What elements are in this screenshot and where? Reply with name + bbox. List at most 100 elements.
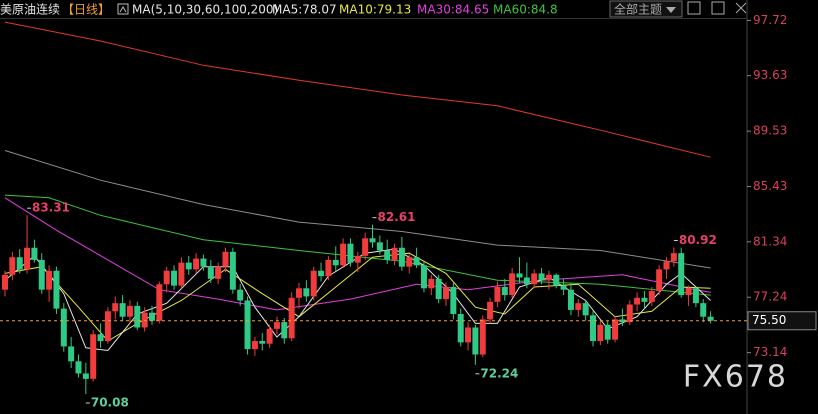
maximize-button[interactable] bbox=[711, 1, 725, 15]
annotation: 72.24 bbox=[480, 366, 518, 380]
y-tick-label: 73.14 bbox=[753, 345, 787, 359]
y-tick-label: 93.63 bbox=[753, 68, 787, 82]
candle-body bbox=[215, 266, 222, 279]
candle-body bbox=[149, 312, 155, 321]
candle-body bbox=[567, 289, 574, 310]
candle-body bbox=[296, 288, 302, 298]
candle-body bbox=[2, 274, 8, 290]
candle-body bbox=[134, 305, 141, 328]
ma-line bbox=[4, 21, 711, 158]
last-price-box bbox=[747, 311, 817, 331]
candle-body bbox=[384, 250, 391, 260]
candle-body bbox=[597, 324, 604, 342]
candle-body bbox=[237, 289, 244, 301]
candle-body bbox=[487, 301, 494, 320]
candle-body bbox=[369, 238, 376, 243]
candle-body bbox=[38, 259, 45, 290]
last-price-label: 75.50 bbox=[752, 313, 786, 327]
candle-body bbox=[244, 300, 251, 350]
annotation: 82.61 bbox=[378, 210, 416, 224]
annotation: 83.31 bbox=[32, 201, 70, 215]
candle-body bbox=[82, 373, 89, 379]
candle-body bbox=[428, 278, 435, 289]
candle-body bbox=[126, 305, 133, 317]
candle-body bbox=[200, 258, 207, 267]
candle-body bbox=[259, 341, 266, 344]
candle-body bbox=[310, 270, 317, 297]
y-tick-label: 89.53 bbox=[753, 124, 787, 138]
candle-body bbox=[494, 286, 501, 302]
indicator: MA(5,10,30,60,100,200) bbox=[132, 3, 278, 17]
legend-entry: MA60:84.8 bbox=[493, 3, 558, 17]
legend-entry: MA10:79.13 bbox=[339, 3, 411, 17]
candle-body bbox=[634, 297, 641, 305]
candle-body bbox=[398, 247, 405, 267]
candle-body bbox=[619, 319, 626, 323]
candle-body bbox=[178, 262, 185, 286]
candle-body bbox=[281, 322, 288, 339]
candle-body bbox=[163, 270, 170, 285]
candle-body bbox=[560, 285, 567, 290]
candle-body bbox=[582, 303, 589, 316]
candle-body bbox=[509, 273, 516, 296]
theme-dropdown[interactable] bbox=[609, 0, 683, 18]
candle-body bbox=[273, 322, 280, 329]
theme-dropdown-label: 全部主题 bbox=[614, 2, 662, 17]
candle-body bbox=[648, 291, 655, 302]
candle-body bbox=[656, 269, 663, 292]
candle-body bbox=[479, 319, 486, 355]
candle-body bbox=[413, 257, 420, 266]
candle-body bbox=[16, 257, 23, 270]
candle-body bbox=[193, 258, 200, 270]
y-tick-label: 77.24 bbox=[753, 290, 787, 304]
candle-body bbox=[104, 311, 111, 342]
candle-body bbox=[435, 278, 442, 300]
candle-body bbox=[465, 327, 472, 343]
candle-body bbox=[303, 288, 310, 297]
candle-body bbox=[626, 304, 633, 323]
candle-body bbox=[457, 313, 464, 343]
ma-line bbox=[4, 194, 711, 296]
minimize-button[interactable] bbox=[687, 1, 701, 15]
y-tick-label: 97.72 bbox=[753, 13, 787, 27]
candle-body bbox=[68, 346, 75, 362]
ma-line bbox=[4, 150, 711, 269]
candle-body bbox=[376, 242, 383, 251]
candle-body bbox=[340, 243, 347, 266]
candle-body bbox=[406, 257, 413, 267]
settings-icon[interactable] bbox=[117, 3, 129, 15]
candle-body bbox=[575, 303, 582, 310]
candle-body bbox=[288, 297, 295, 339]
candle-body bbox=[685, 288, 692, 296]
candle-body bbox=[171, 270, 178, 286]
y-tick-label: 81.34 bbox=[753, 234, 787, 248]
candle-body bbox=[538, 273, 545, 281]
candle-body bbox=[90, 334, 97, 379]
close-button[interactable] bbox=[735, 2, 747, 14]
candle-body bbox=[222, 251, 229, 267]
candle-body bbox=[590, 315, 596, 342]
candle-body bbox=[354, 255, 361, 263]
candle-body bbox=[692, 288, 699, 304]
candle-body bbox=[700, 303, 707, 317]
candle-body bbox=[362, 238, 369, 256]
candle-body bbox=[472, 327, 479, 355]
legend-entry: MA5:78.07 bbox=[272, 3, 337, 17]
ma-line bbox=[4, 197, 711, 311]
candle-body bbox=[318, 270, 325, 277]
candle-body bbox=[229, 251, 236, 290]
candle-body bbox=[46, 270, 53, 290]
candle-body bbox=[670, 253, 677, 262]
candle-body bbox=[251, 341, 258, 350]
candle-body bbox=[156, 284, 163, 321]
candle-body bbox=[97, 334, 104, 342]
candle-body bbox=[60, 308, 67, 347]
candle-body bbox=[604, 324, 611, 340]
chart-title: 美原油连续 bbox=[0, 2, 60, 17]
candle-body bbox=[678, 253, 685, 296]
candle-body bbox=[523, 277, 530, 285]
candle-body bbox=[420, 265, 427, 289]
candle-body bbox=[266, 328, 273, 344]
